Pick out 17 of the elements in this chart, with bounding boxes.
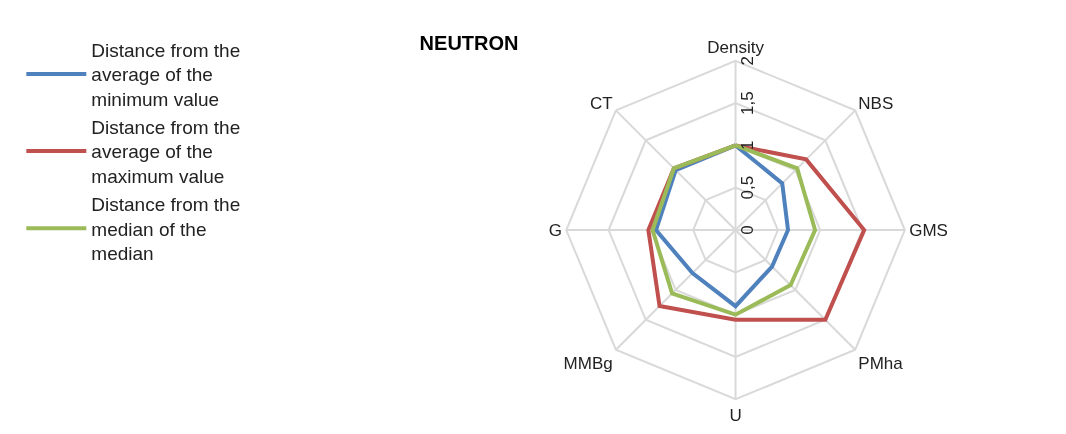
y-tick-label: 0,5: [738, 175, 758, 200]
y-tick-label: 1: [738, 140, 758, 151]
spoke-label: Density: [707, 37, 765, 57]
spoke-label: PMha: [858, 354, 904, 374]
legend-label: Distance from the average of the maximum value: [91, 116, 241, 188]
spoke-label: NBS: [858, 94, 894, 114]
y-tick-label: 0: [738, 225, 758, 235]
chart-title: NEUTRON: [419, 32, 519, 55]
spoke-label: GMS: [909, 220, 948, 240]
spoke-label: MMBg: [563, 354, 613, 374]
spoke-label: CT: [590, 94, 613, 114]
y-tick-label: 1,5: [738, 91, 758, 115]
spoke-label: G: [548, 220, 562, 240]
spoke-label: U: [729, 405, 742, 425]
legend-label: Distance from the median of the median: [91, 193, 241, 265]
legend-label: Distance from the average of the minimum value: [91, 39, 241, 111]
y-tick-label: 2: [738, 56, 758, 66]
